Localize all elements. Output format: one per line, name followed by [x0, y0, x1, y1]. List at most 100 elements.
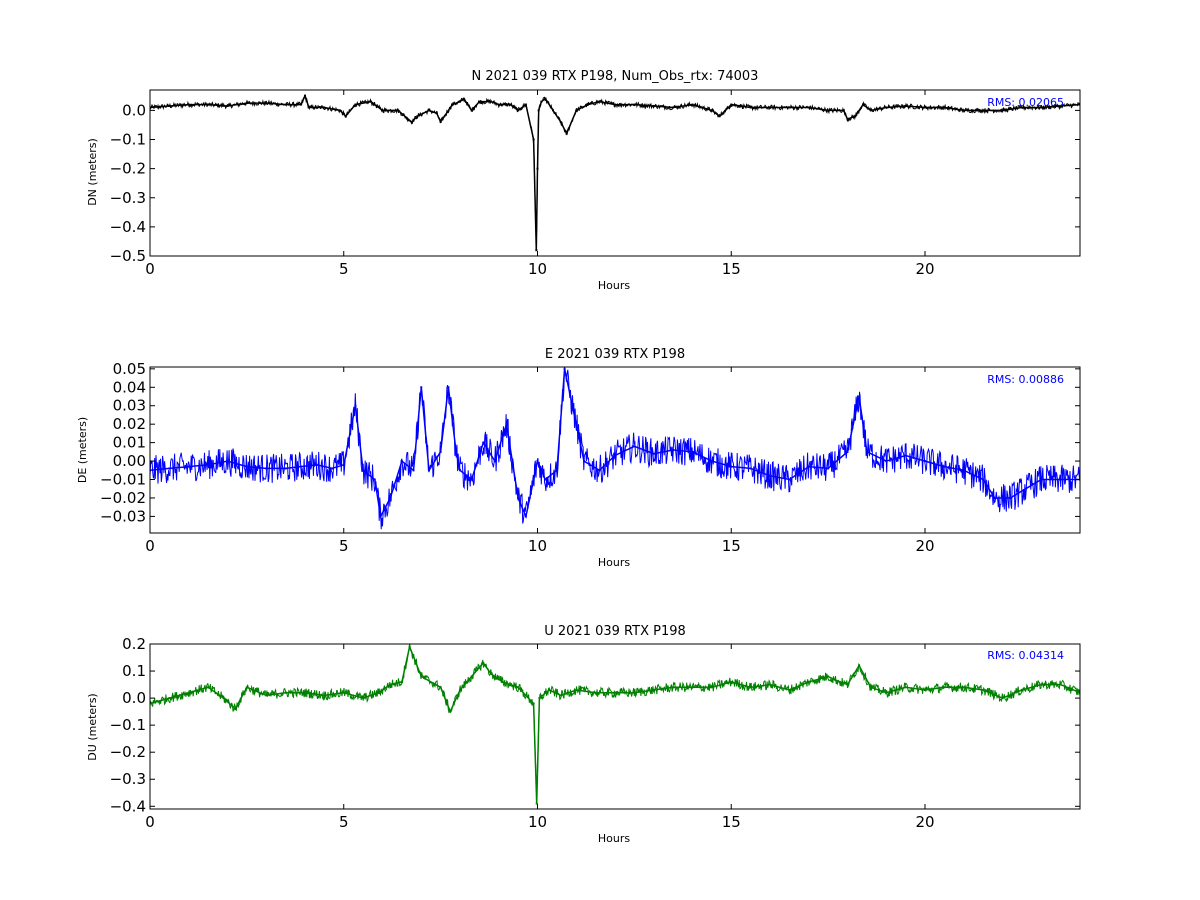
panel-north-data-point — [462, 97, 465, 100]
panel-up-y-tick-label: −0.3 — [110, 770, 146, 788]
panel-north-data-point — [497, 103, 500, 106]
panel-up-data-point — [827, 675, 830, 678]
panel-north-data-point — [369, 100, 372, 103]
panel-north-data-point — [691, 103, 694, 106]
panel-north-data-point — [869, 109, 872, 112]
panel-north-data-point — [416, 115, 419, 118]
panel-up-y-tick-label: −0.1 — [110, 716, 146, 734]
panel-north-data-point — [1040, 106, 1043, 109]
panel-north-y-tick-label: −0.2 — [110, 160, 146, 178]
panel-up-data-point — [614, 691, 616, 694]
panel-up-data-point — [924, 688, 926, 691]
panel-east-y-tick-label: 0.03 — [113, 397, 146, 415]
panel-north-data-point — [187, 103, 190, 106]
panel-north-ylabel: DN (meters) — [86, 138, 99, 206]
panel-east-data-point — [315, 463, 318, 466]
panel-north-x-tick-label: 20 — [915, 260, 934, 278]
panel-east-data-point — [846, 450, 849, 453]
panel-north-data-point — [1059, 105, 1062, 108]
panel-east-data-point — [226, 460, 229, 463]
panel-east-data-point — [555, 469, 558, 472]
panel-east-y-tick-label: −0.01 — [100, 471, 146, 489]
panel-east-data-point — [439, 450, 442, 453]
panel-up-data-point — [408, 645, 411, 648]
panel-north-y-tick-label: −0.1 — [110, 131, 146, 149]
panel-north-data-point — [846, 118, 849, 121]
panel-north-x-tick-label: 0 — [145, 260, 155, 278]
panel-north-data-point — [575, 109, 578, 112]
panel-east-data-point — [924, 460, 926, 463]
panel-east-data-point — [1059, 478, 1062, 481]
panel-east-data-point — [943, 465, 946, 468]
panel-east-data-point — [362, 469, 365, 472]
panel-north-data-point — [672, 106, 675, 109]
panel-north-data-point — [207, 103, 210, 106]
panel-east-data-point — [1024, 487, 1027, 490]
panel-north-data-point — [1001, 109, 1004, 112]
panel-north-y-tick-label: −0.4 — [110, 218, 146, 236]
panel-up-data-point — [982, 688, 985, 691]
panel-up-xlabel: Hours — [598, 832, 630, 845]
panel-north-data-point — [718, 115, 721, 118]
panel-east-data-point — [827, 467, 830, 470]
panel-north-x-tick-label: 5 — [339, 260, 349, 278]
panel-north-data-point — [749, 106, 752, 109]
panel-east-data-point — [331, 467, 334, 470]
panel-up-y-tick-label: 0.1 — [122, 662, 146, 680]
panel-north-data-point — [982, 109, 985, 112]
panel-up: U 2021 039 RTX P198 DU (meters) Hours 0 5… — [86, 624, 1081, 845]
panel-north-data-point — [284, 103, 287, 106]
panel-east: E 2021 039 RTX P198 DE (meters) Hours 0 5… — [76, 347, 1081, 569]
panel-north-data-point — [509, 103, 512, 106]
panel-north-data-point — [397, 109, 399, 112]
panel-north-data-point — [307, 106, 310, 109]
panel-north-data-point — [535, 249, 538, 252]
panel-up-data-point — [1040, 683, 1043, 686]
panel-north-y-tick-label: −0.3 — [110, 189, 146, 207]
panel-up-data-point — [234, 707, 237, 710]
panel-north-data-point — [428, 109, 430, 112]
panel-east-data-point — [265, 467, 268, 470]
panel-east-x-tick-label: 15 — [722, 537, 741, 555]
panel-up-plot: 0 5 10 15 20 0.2 0.1 0.0 −0.1 −0.2 −0.3 −0.4 — [110, 635, 1081, 831]
panel-up-y-tick-label: −0.4 — [110, 797, 146, 815]
panel-east-data-point — [807, 465, 810, 468]
panel-east-x-tick-label: 20 — [915, 537, 934, 555]
panel-east-series-samples — [150, 367, 1080, 530]
panel-north-data-point — [559, 121, 562, 124]
panel-east-data-point — [614, 454, 616, 457]
panel-up-data-point — [439, 686, 442, 689]
panel-up-data-point — [730, 680, 733, 683]
panel-up-data-point — [342, 691, 345, 694]
panel-up-data-point — [807, 680, 810, 683]
panel-north-data-point — [245, 102, 248, 105]
panel-up-data-point — [769, 683, 771, 686]
panel-up-data-point — [532, 702, 535, 705]
panel-up-data-point — [389, 683, 392, 686]
panel-up-data-point — [420, 675, 423, 678]
panel-up-data-point — [749, 686, 752, 689]
panel-east-data-point — [652, 452, 655, 455]
panel-east-data-point — [354, 404, 357, 407]
panel-up-data-point — [904, 686, 907, 689]
panel-east-xlabel: Hours — [598, 556, 630, 569]
panel-east-data-point — [284, 467, 287, 470]
panel-east-data-point — [342, 463, 345, 466]
panel-north-data-point — [854, 115, 857, 118]
panel-east-data-point — [710, 460, 713, 463]
panel-east-data-point — [865, 450, 868, 453]
panel-north-data-point — [807, 106, 810, 109]
panel-east-data-point — [962, 469, 965, 472]
panel-up-data-point — [691, 686, 694, 689]
panel-east-data-point — [528, 496, 531, 499]
panel-east-y-tick-label: 0.00 — [113, 452, 146, 470]
panel-north-data-point — [470, 109, 473, 112]
panel-north-data-point — [885, 106, 888, 109]
panel-up-data-point — [207, 686, 210, 689]
panel-up-data-point — [962, 686, 965, 689]
panel-north-data-point — [769, 106, 771, 109]
panel-up-data-point — [788, 688, 791, 691]
panel-north-data-point — [842, 109, 845, 112]
panel-up-data-point — [482, 661, 485, 664]
